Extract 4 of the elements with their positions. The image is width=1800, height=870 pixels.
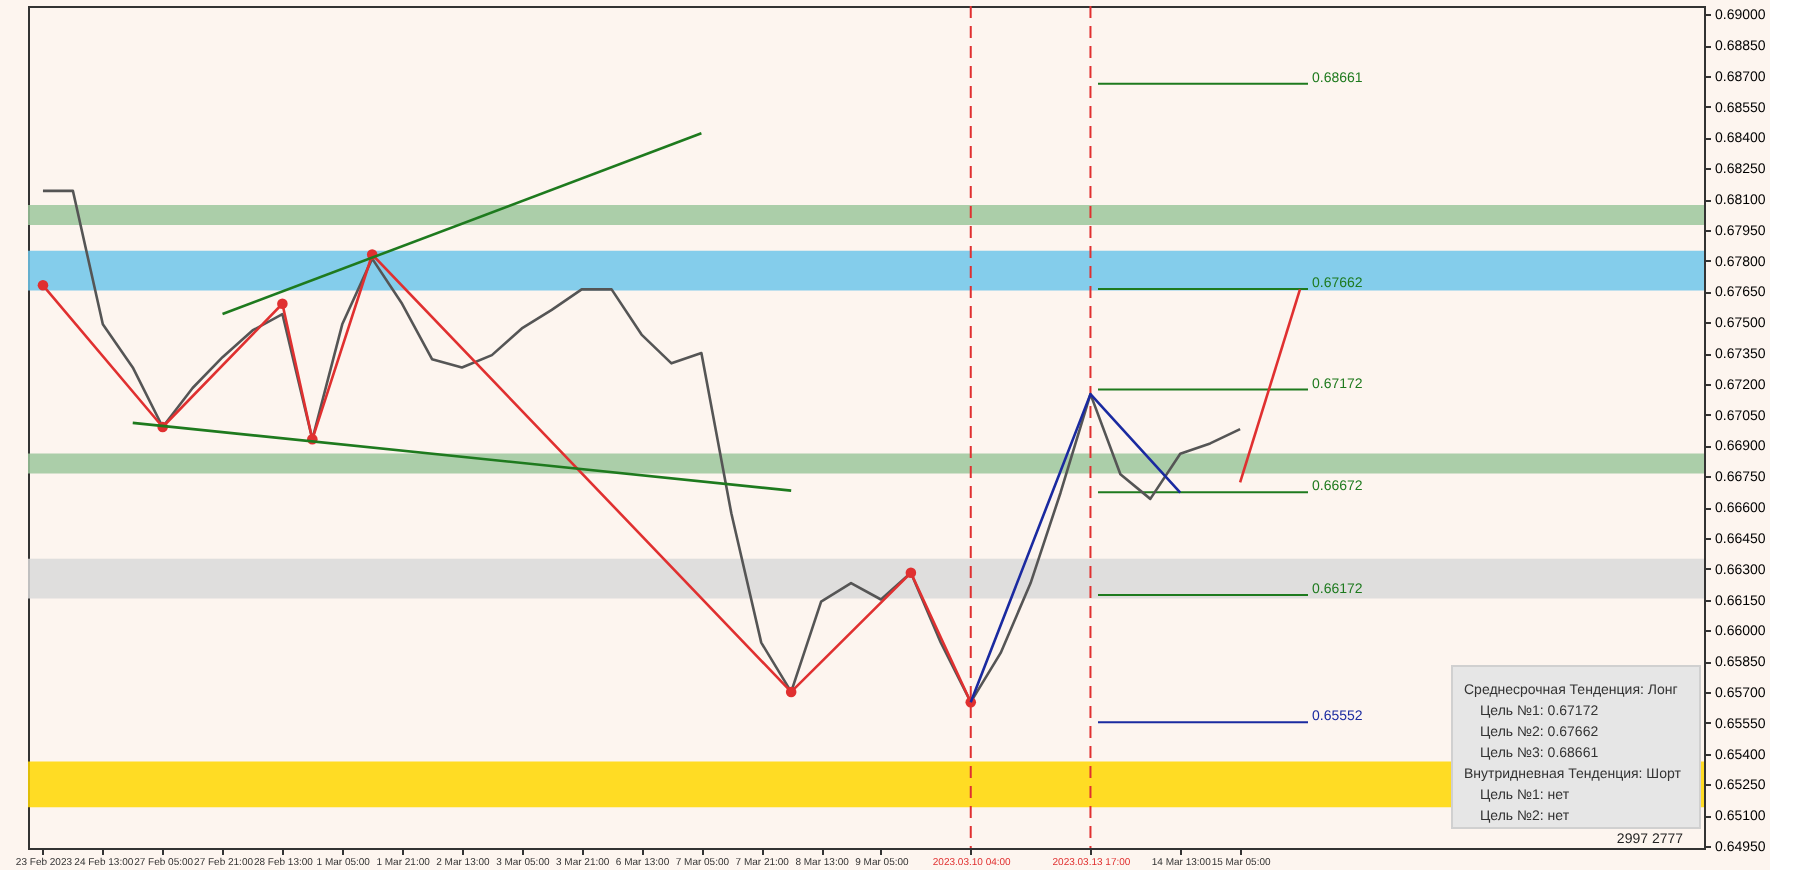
point <box>37 280 49 291</box>
point <box>785 686 797 698</box>
point <box>277 298 288 310</box>
point <box>905 567 917 579</box>
